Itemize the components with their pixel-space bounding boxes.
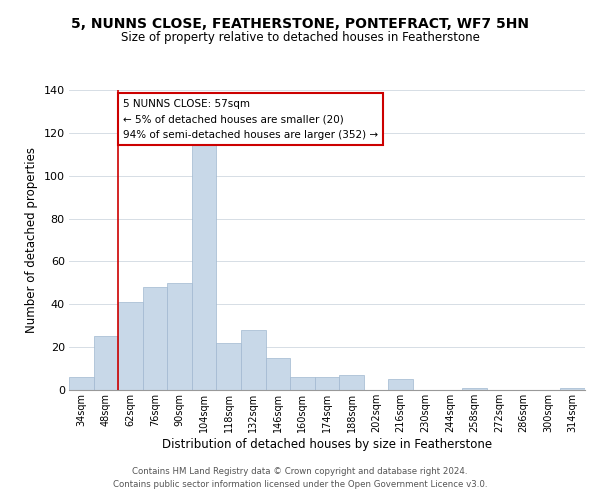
Bar: [560, 388, 585, 390]
Bar: [192, 137, 217, 390]
Text: Contains HM Land Registry data © Crown copyright and database right 2024.: Contains HM Land Registry data © Crown c…: [132, 467, 468, 476]
Bar: [217, 343, 241, 390]
Bar: [290, 377, 315, 390]
Bar: [167, 283, 192, 390]
Bar: [69, 377, 94, 390]
Bar: [143, 287, 167, 390]
Bar: [94, 336, 118, 390]
Text: Contains public sector information licensed under the Open Government Licence v3: Contains public sector information licen…: [113, 480, 487, 489]
X-axis label: Distribution of detached houses by size in Featherstone: Distribution of detached houses by size …: [162, 438, 492, 451]
Text: Size of property relative to detached houses in Featherstone: Size of property relative to detached ho…: [121, 31, 479, 44]
Text: 5, NUNNS CLOSE, FEATHERSTONE, PONTEFRACT, WF7 5HN: 5, NUNNS CLOSE, FEATHERSTONE, PONTEFRACT…: [71, 18, 529, 32]
Bar: [315, 377, 339, 390]
Bar: [388, 380, 413, 390]
Y-axis label: Number of detached properties: Number of detached properties: [25, 147, 38, 333]
Bar: [339, 375, 364, 390]
Bar: [462, 388, 487, 390]
Text: 5 NUNNS CLOSE: 57sqm
← 5% of detached houses are smaller (20)
94% of semi-detach: 5 NUNNS CLOSE: 57sqm ← 5% of detached ho…: [123, 98, 378, 140]
Bar: [241, 330, 266, 390]
Bar: [266, 358, 290, 390]
Bar: [118, 302, 143, 390]
